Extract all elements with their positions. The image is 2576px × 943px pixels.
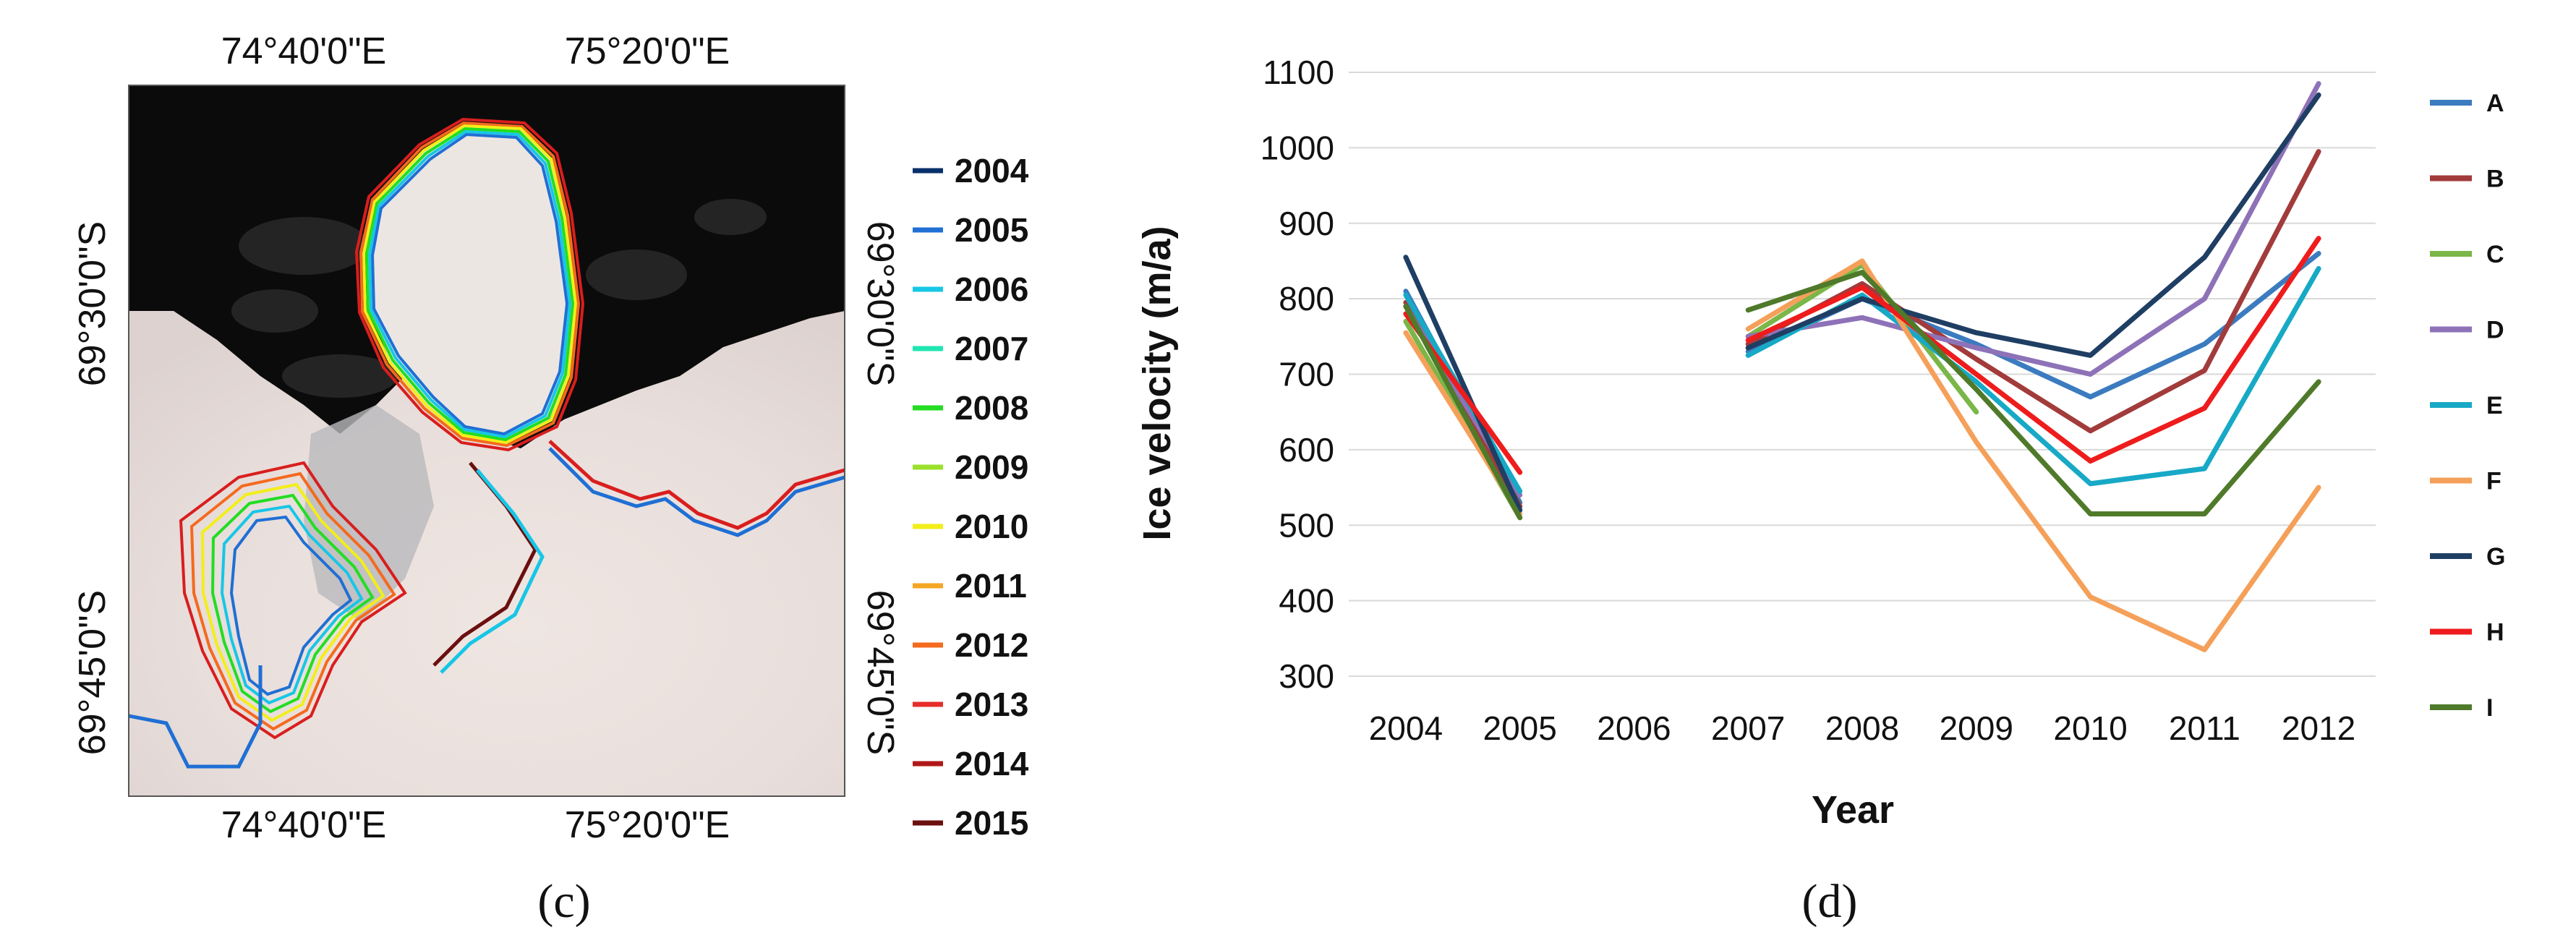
map-legend-year-2010: 2010 xyxy=(955,508,1028,545)
series-F-line-1 xyxy=(1745,258,2321,652)
right-lat-label-2: 69°45'0"S xyxy=(859,590,901,755)
iceberg-front-lines xyxy=(354,117,585,452)
y-tick-900: 900 xyxy=(1279,205,1334,242)
map-legend-year-2011: 2011 xyxy=(955,567,1027,605)
series-D-line-1 xyxy=(1745,81,2321,377)
satellite-map xyxy=(129,85,845,796)
series-I-line-1 xyxy=(1745,270,2321,517)
x-tick-2004: 2004 xyxy=(1369,709,1443,747)
right-lat-label-1: 69°30'0"S xyxy=(859,221,901,386)
map-legend-year-2006: 2006 xyxy=(955,270,1028,308)
y-tick-labels: 300 400 500 600 700 800 900 1000 1100 xyxy=(1261,54,1334,695)
series-G-line-1 xyxy=(1745,92,2321,358)
map-legend-year-2009: 2009 xyxy=(955,448,1028,486)
y-tick-300: 300 xyxy=(1279,657,1334,695)
legend-label-F: F xyxy=(2486,468,2502,495)
map-legend-year-2004: 2004 xyxy=(955,152,1029,189)
x-tick-2011: 2011 xyxy=(2169,709,2240,747)
left-lat-label-2: 69°45'0"S xyxy=(72,590,114,755)
x-tick-labels: 2004 2005 2006 2007 2008 2009 2010 2011 2012 xyxy=(1369,709,2356,747)
x-tick-2008: 2008 xyxy=(1825,709,1899,747)
coastline-lines xyxy=(129,440,845,769)
x-tick-2012: 2012 xyxy=(2282,709,2355,747)
map-legend-year-2015: 2015 xyxy=(955,804,1028,842)
left-tongue-lines xyxy=(179,461,407,740)
legend-label-I: I xyxy=(2486,694,2493,722)
top-lon-label-1: 74°40'0"E xyxy=(221,30,386,72)
y-axis-title: Ice velocity (m/a) xyxy=(1135,226,1179,540)
series-H-line-1 xyxy=(1745,236,2321,464)
x-tick-2007: 2007 xyxy=(1711,709,1785,747)
y-tick-1100: 1100 xyxy=(1263,54,1334,91)
x-tick-2005: 2005 xyxy=(1483,709,1556,747)
chart-gridlines xyxy=(1349,72,2376,677)
legend-label-G: G xyxy=(2486,543,2505,571)
y-tick-700: 700 xyxy=(1279,356,1334,393)
left-lat-label-1: 69°30'0"S xyxy=(72,221,114,386)
chart-legend: A B C D E F G H I xyxy=(2430,90,2505,722)
map-frame xyxy=(128,85,845,797)
panel-c-label: (c) xyxy=(537,875,590,928)
y-tick-400: 400 xyxy=(1279,582,1334,620)
sea-ice-texture xyxy=(231,199,767,398)
series-A-line-1 xyxy=(1745,251,2321,400)
map-year-legend: 2004 2005 2006 2007 2008 2009 2010 2011 2012 2013… xyxy=(913,152,1029,842)
x-tick-2009: 2009 xyxy=(1940,709,2013,747)
panel-d-label: (d) xyxy=(1802,875,1858,928)
map-legend-year-2007: 2007 xyxy=(955,330,1028,367)
iceberg-body xyxy=(365,127,575,441)
legend-label-H: H xyxy=(2486,619,2504,647)
top-lon-label-2: 75°20'0"E xyxy=(565,30,730,72)
x-tick-2010: 2010 xyxy=(2053,709,2127,747)
y-tick-1000: 1000 xyxy=(1261,129,1334,166)
bottom-lon-label-2: 75°20'0"E xyxy=(565,804,730,846)
x-tick-2006: 2006 xyxy=(1597,709,1671,747)
y-tick-500: 500 xyxy=(1279,506,1334,544)
series-I-line-0 xyxy=(1403,304,1523,521)
map-legend-year-2005: 2005 xyxy=(955,211,1028,249)
legend-label-B: B xyxy=(2486,166,2504,193)
series-B-line-1 xyxy=(1745,149,2321,434)
grey-ice-zone xyxy=(304,405,434,622)
panel-c-map: 74°40'0"E 75°20'0"E 74°40'0"E 75°20'0"E … xyxy=(72,30,1029,928)
series-G-line-0 xyxy=(1403,255,1523,513)
map-legend-year-2008: 2008 xyxy=(955,389,1028,427)
map-legend-year-2012: 2012 xyxy=(955,626,1028,664)
x-axis-title: Year xyxy=(1812,788,1894,832)
map-legend-year-2014: 2014 xyxy=(955,745,1029,782)
chart-series-lines xyxy=(1403,81,2321,652)
y-tick-600: 600 xyxy=(1279,431,1334,469)
legend-label-D: D xyxy=(2486,317,2504,344)
legend-label-C: C xyxy=(2486,241,2504,268)
legend-label-E: E xyxy=(2486,392,2503,419)
map-legend-year-2013: 2013 xyxy=(955,686,1028,723)
y-tick-800: 800 xyxy=(1279,280,1334,317)
legend-label-A: A xyxy=(2486,90,2504,117)
bottom-lon-label-1: 74°40'0"E xyxy=(221,804,386,846)
